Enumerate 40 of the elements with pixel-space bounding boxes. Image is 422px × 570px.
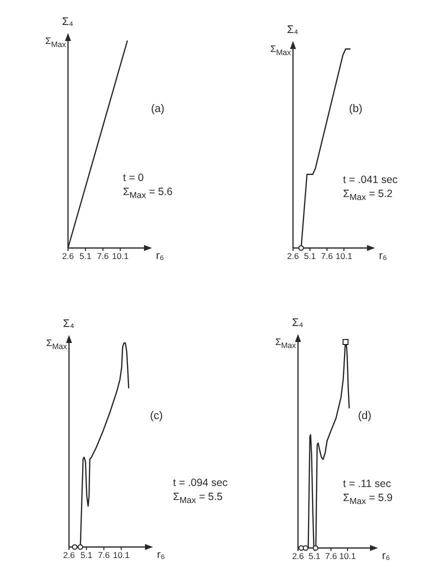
x-tick-label: 10.1: [113, 550, 130, 560]
x-tick-label: 10.1: [336, 251, 352, 262]
text: Σ$_{Max}$ = 5.5: [173, 491, 223, 506]
x-tick-label: 2.6: [292, 551, 304, 562]
x-tick-label: 10.1: [339, 551, 356, 562]
x-tick-label: 7.6: [321, 251, 334, 262]
x-tick-label: 7.6: [325, 551, 338, 562]
annotation: Σ$_{Max}$ = 5.6: [123, 186, 173, 200]
x-tick-label: 2.6: [62, 251, 74, 262]
x-tick-label: 5.1: [80, 550, 93, 560]
text: Σ$_{Max}$: [46, 338, 67, 351]
y-axis-title: Σ₄: [62, 16, 74, 28]
text: Σ$_{Max}$: [270, 44, 291, 57]
annotation: t = .041 sec: [343, 174, 398, 186]
x-tick-label: 10.1: [112, 251, 129, 262]
y-axis-title: Σ₄: [63, 318, 74, 330]
annotation: t = 0: [123, 172, 144, 184]
x-axis-title: r₆: [379, 250, 388, 262]
text: Σ$_{Max}$: [45, 36, 66, 49]
x-tick-label: 5.1: [308, 551, 321, 562]
annotation: Σ$_{Max}$ = 5.9: [343, 492, 393, 506]
y-axis-title: Σ₄: [292, 317, 304, 329]
annotation: (d): [358, 410, 372, 422]
x-axis-title: r₆: [157, 549, 166, 561]
text: Σ$_{Max}$: [275, 337, 296, 350]
x-axis-title: r₆: [156, 250, 164, 262]
text: (a): [151, 103, 164, 115]
text: t = .094 sec: [173, 477, 228, 489]
x-tick-label: 7.6: [96, 251, 110, 262]
x-tick-label: 2.6: [63, 550, 76, 560]
annotation: t = .11 sec: [343, 478, 391, 490]
text: (c): [150, 410, 163, 422]
x-tick-label: 5.1: [80, 251, 92, 262]
annotation: Σ$_{Max}$ = 5.2: [343, 188, 393, 202]
x-axis-title: r₆: [382, 550, 390, 562]
annotation: (b): [349, 103, 362, 115]
y-axis-title: Σ₄: [287, 24, 298, 36]
x-tick-label: 5.1: [304, 251, 316, 262]
x-tick-label: 2.6: [287, 251, 300, 262]
x-tick-label: 7.6: [98, 550, 110, 560]
